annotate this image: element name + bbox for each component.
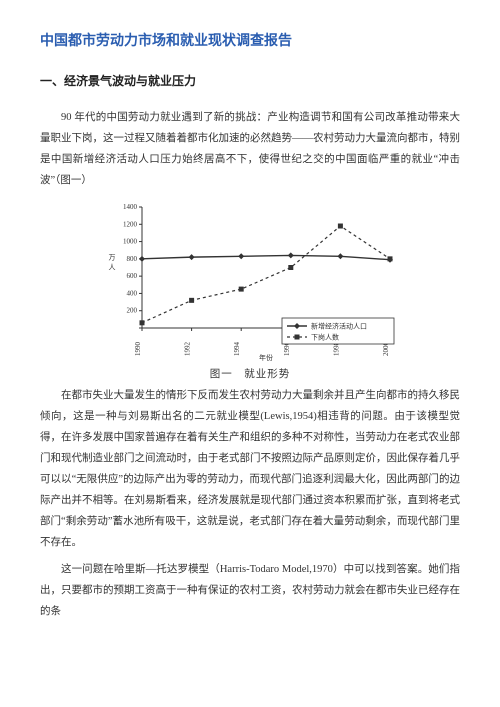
employment-chart: 2004006008001000120014001990199219941996…	[100, 199, 400, 364]
svg-text:1992: 1992	[184, 342, 192, 357]
report-title: 中国都市劳动力市场和就业现状调查报告	[40, 30, 460, 50]
section-heading: 一、经济景气波动与就业压力	[40, 72, 460, 89]
chart-caption: 图一 就业形势	[40, 366, 460, 381]
svg-text:1990: 1990	[134, 342, 142, 357]
svg-text:1994: 1994	[233, 342, 241, 357]
svg-text:下岗人数: 下岗人数	[311, 333, 339, 342]
svg-text:年份: 年份	[259, 353, 273, 362]
svg-text:新增经济活动人口: 新增经济活动人口	[311, 322, 367, 331]
svg-text:1000: 1000	[123, 238, 138, 246]
svg-text:800: 800	[127, 255, 138, 263]
chart-container: 2004006008001000120014001990199219941996…	[40, 199, 460, 381]
svg-text:1400: 1400	[123, 203, 138, 211]
svg-text:200: 200	[127, 307, 138, 315]
svg-text:万: 万	[109, 254, 116, 262]
paragraph-2: 在都市失业大量发生的情形下反而发生农村劳动力大量剩余并且产生向都市的持久移民倾向…	[40, 385, 460, 553]
svg-text:600: 600	[127, 272, 138, 280]
svg-text:人: 人	[109, 264, 116, 272]
paragraph-3: 这一问题在哈里斯—托达罗模型（Harris-Todaro Model,1970）…	[40, 559, 460, 622]
svg-text:400: 400	[127, 289, 138, 297]
paragraph-1: 90 年代的中国劳动力就业遇到了新的挑战：产业构造调节和国有公司改革推动带来大量…	[40, 107, 460, 191]
svg-text:1200: 1200	[123, 220, 138, 228]
